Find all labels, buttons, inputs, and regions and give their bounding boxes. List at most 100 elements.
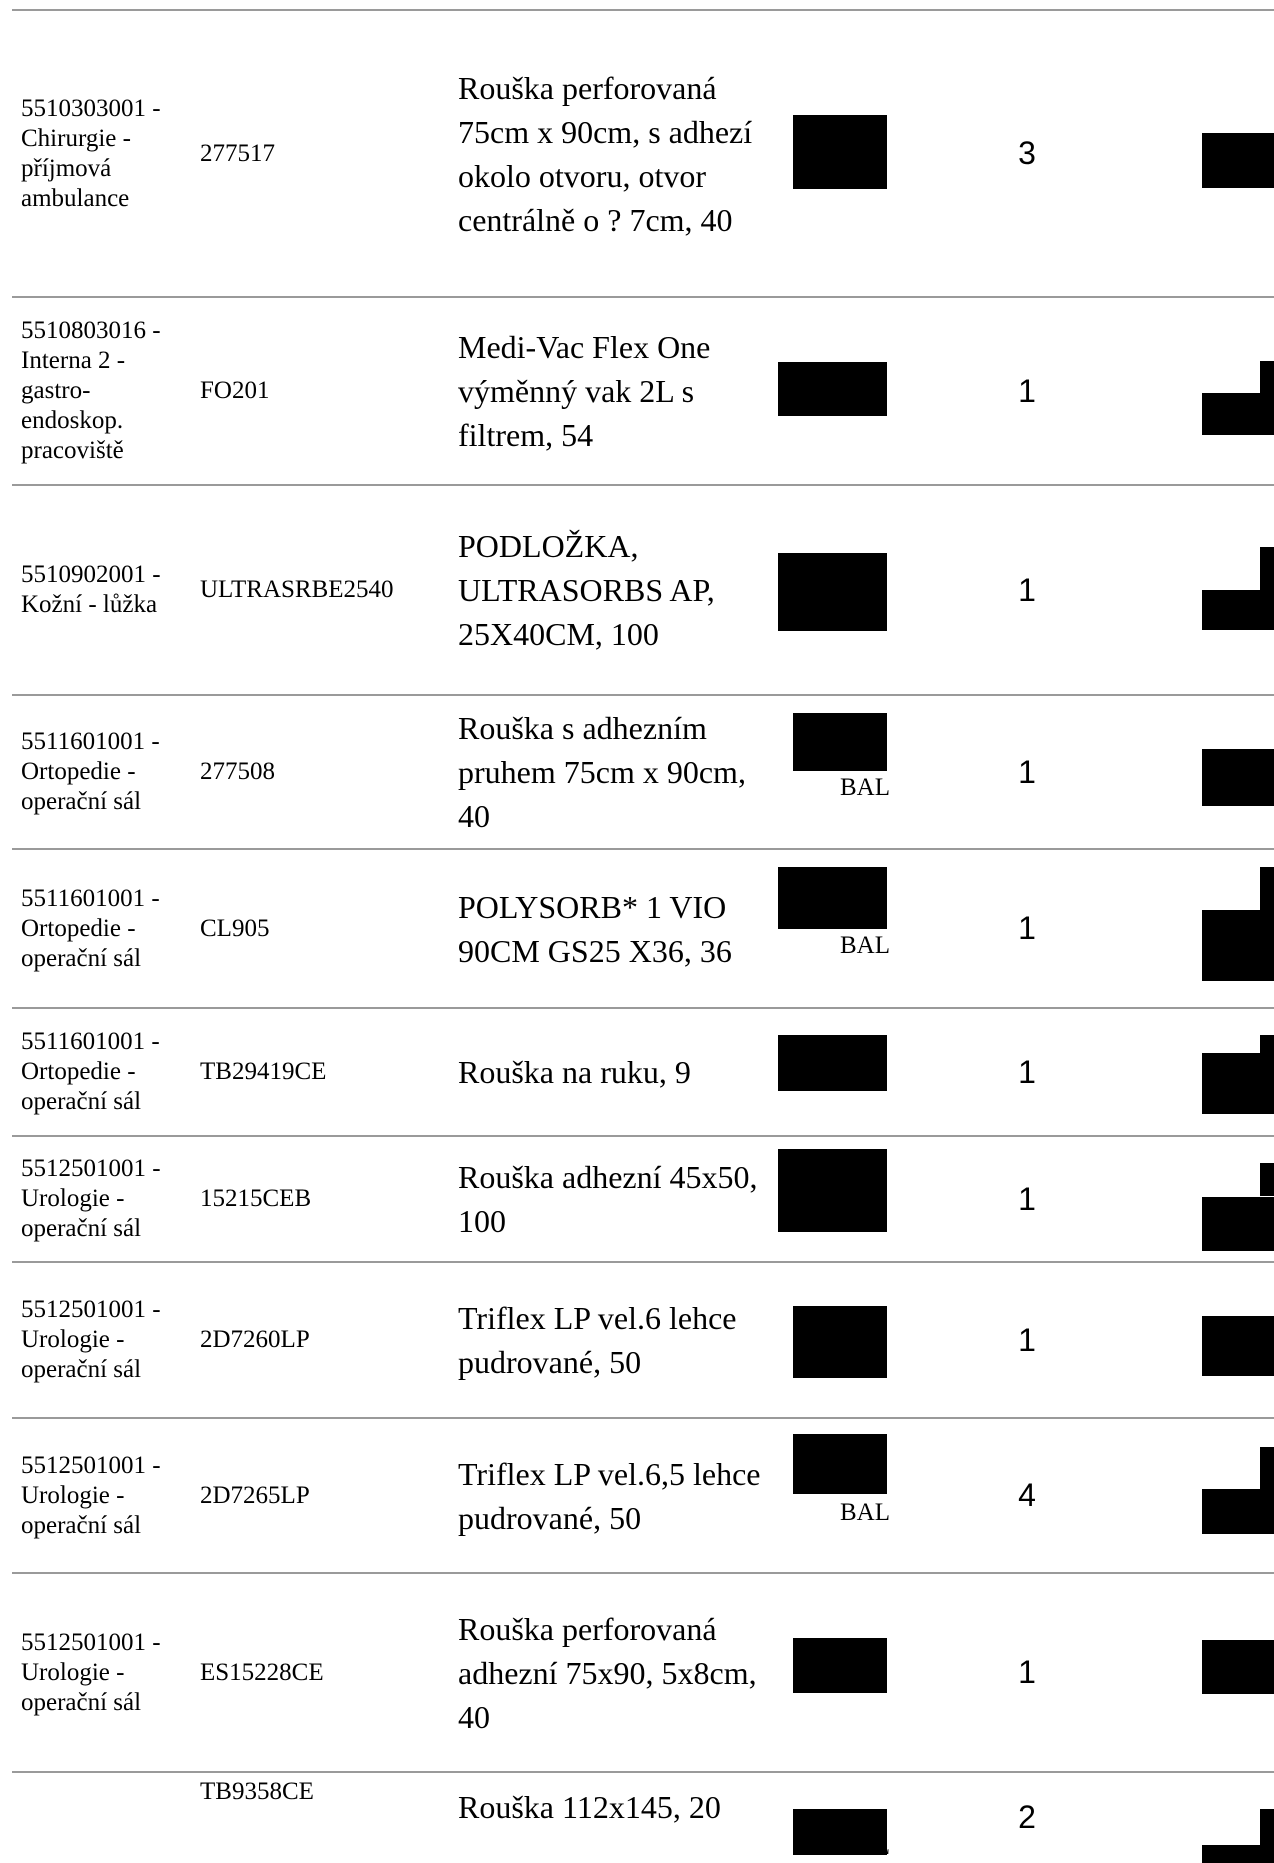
department-cell: 5511601001 - Ortopedie - operační sál	[21, 1028, 160, 1115]
item-description-cell: Rouška s adhezním pruhem 75cm x 90cm, 40	[458, 710, 746, 834]
redaction-box	[793, 1434, 887, 1494]
table-row: 5511601001 - Ortopedie - operační sál 27…	[12, 696, 1274, 850]
redaction-box	[1260, 1809, 1274, 1849]
redaction-box	[1202, 1197, 1274, 1251]
department-cell: 5512501001 - Urologie - operační sál	[21, 1628, 161, 1716]
unit-label: BAL	[840, 774, 890, 801]
quantity-cell: 1	[1018, 372, 1036, 409]
redaction-box	[793, 1638, 887, 1693]
table-row: TB9358CE Rouška 112x145, 20 BAL 2	[12, 1773, 1274, 1863]
item-description-cell: Rouška na ruku, 9	[458, 1054, 691, 1090]
unit-cell: BAL	[790, 1419, 890, 1572]
item-description-cell: Medi-Vac Flex One výměnný vak 2L s filtr…	[458, 329, 711, 453]
price-cell	[1187, 850, 1274, 1007]
table-row: 5512501001 - Urologie - operační sál 2D7…	[12, 1263, 1274, 1419]
table-row: 5510902001 - Kožní - lůžka ULTRASRBE2540…	[12, 486, 1274, 696]
department-cell: 5512501001 - Urologie - operační sál	[21, 1296, 161, 1383]
item-code-cell: FO201	[200, 377, 270, 404]
price-cell	[1187, 1574, 1274, 1771]
price-cell	[1187, 1773, 1274, 1863]
department-cell: 5510902001 - Kožní - lůžka	[21, 561, 161, 618]
table-row: 5511601001 - Ortopedie - operační sál TB…	[12, 1009, 1274, 1137]
price-cell	[1187, 1419, 1274, 1572]
unit-label: BAL	[840, 1499, 890, 1526]
unit-cell: BAL	[790, 696, 890, 848]
item-code-cell: 277508	[200, 758, 275, 785]
quantity-cell: 1	[1018, 571, 1036, 608]
quantity-cell: 4	[1018, 1477, 1036, 1513]
redaction-box	[1260, 547, 1274, 592]
unit-label: BAL	[840, 1833, 890, 1860]
redaction-box	[778, 1149, 887, 1232]
quantity-cell: 1	[1018, 1180, 1036, 1217]
unit-cell	[790, 1263, 890, 1417]
price-cell	[1187, 298, 1274, 484]
unit-cell	[790, 11, 890, 296]
redaction-box	[1260, 1163, 1274, 1196]
redaction-box	[1202, 393, 1274, 435]
redaction-box	[793, 1809, 887, 1855]
unit-cell: BAL	[790, 1773, 890, 1863]
item-code-cell: CL905	[200, 914, 270, 942]
price-cell	[1187, 1009, 1274, 1135]
item-description-cell: Triflex LP vel.6,5 lehce pudrované, 50	[458, 1455, 761, 1536]
redaction-box	[1202, 1053, 1274, 1114]
redaction-box	[1202, 1640, 1274, 1694]
item-description-cell: Triflex LP vel.6 lehce pudrované, 50	[458, 1300, 737, 1380]
item-code-cell: TB29419CE	[200, 1058, 327, 1085]
item-description-cell: Rouška perforovaná adhezní 75x90, 5x8cm,…	[458, 1610, 757, 1735]
redaction-box	[778, 867, 887, 929]
table-row: 5511601001 - Ortopedie - operační sál CL…	[12, 850, 1274, 1009]
department-cell: 5512501001 - Urologie - operační sál	[21, 1155, 161, 1242]
department-cell: 5512501001 - Urologie - operační sál	[21, 1451, 161, 1539]
price-cell	[1187, 11, 1274, 296]
item-code-cell: 2D7265LP	[200, 1481, 310, 1509]
redaction-box	[793, 1306, 887, 1378]
item-code-cell: 277517	[200, 139, 275, 167]
item-description-cell: POLYSORB* 1 VIO 90CM GS25 X36, 36	[458, 888, 732, 969]
quantity-cell: 1	[1018, 1321, 1036, 1358]
department-cell: 5511601001 - Ortopedie - operační sál	[21, 884, 160, 972]
item-code-cell: ES15228CE	[200, 1658, 324, 1686]
unit-cell: BAL	[778, 850, 890, 1007]
unit-cell	[778, 298, 890, 484]
redaction-box	[793, 713, 887, 771]
item-code-cell: TB9358CE	[200, 1778, 314, 1805]
price-cell	[1187, 1263, 1274, 1417]
item-description-cell: Rouška 112x145, 20	[458, 1789, 721, 1825]
item-description-cell: Rouška adhezní 45x50, 100	[458, 1159, 758, 1239]
unit-label: BAL	[840, 932, 890, 959]
quantity-cell: 1	[1018, 1053, 1036, 1090]
unit-cell	[778, 486, 890, 694]
redaction-box	[1202, 749, 1274, 806]
redaction-box	[778, 1035, 887, 1091]
table-top-border	[12, 9, 1274, 11]
redaction-box	[1260, 1447, 1274, 1491]
quantity-cell: 1	[1018, 1654, 1036, 1690]
redaction-box	[1260, 361, 1274, 396]
redaction-box	[778, 362, 887, 416]
table-row: 5512501001 - Urologie - operační sál ES1…	[12, 1574, 1274, 1773]
quantity-cell: 1	[1018, 910, 1036, 946]
price-cell	[1187, 1137, 1274, 1261]
table-row: 5512501001 - Urologie - operační sál 152…	[12, 1137, 1274, 1263]
price-cell	[1187, 486, 1274, 694]
redaction-box	[778, 553, 887, 631]
redaction-box	[1202, 1316, 1274, 1376]
table-row: 5510303001 - Chirurgie - příjmová ambula…	[12, 11, 1274, 298]
department-cell: 5511601001 - Ortopedie - operační sál	[21, 728, 160, 815]
redaction-box	[1202, 1489, 1274, 1534]
table-row: 5512501001 - Urologie - operační sál 2D7…	[12, 1419, 1274, 1574]
unit-cell	[790, 1574, 890, 1771]
redaction-box	[1260, 1035, 1274, 1055]
redaction-box	[793, 115, 887, 189]
item-code-cell: 15215CEB	[200, 1185, 312, 1212]
quantity-cell: 1	[1018, 753, 1036, 790]
unit-cell	[778, 1137, 890, 1261]
quantity-cell: 3	[1018, 135, 1036, 171]
item-code-cell: 2D7260LP	[200, 1326, 310, 1353]
quantity-cell: 2	[1018, 1799, 1036, 1835]
department-cell: 5510303001 - Chirurgie - příjmová ambula…	[21, 94, 161, 212]
department-cell: 5510803016 - Interna 2 - gastro-endoskop…	[21, 317, 161, 464]
item-description-cell: PODLOŽKA, ULTRASORBS AP, 25X40CM, 100	[458, 528, 715, 652]
